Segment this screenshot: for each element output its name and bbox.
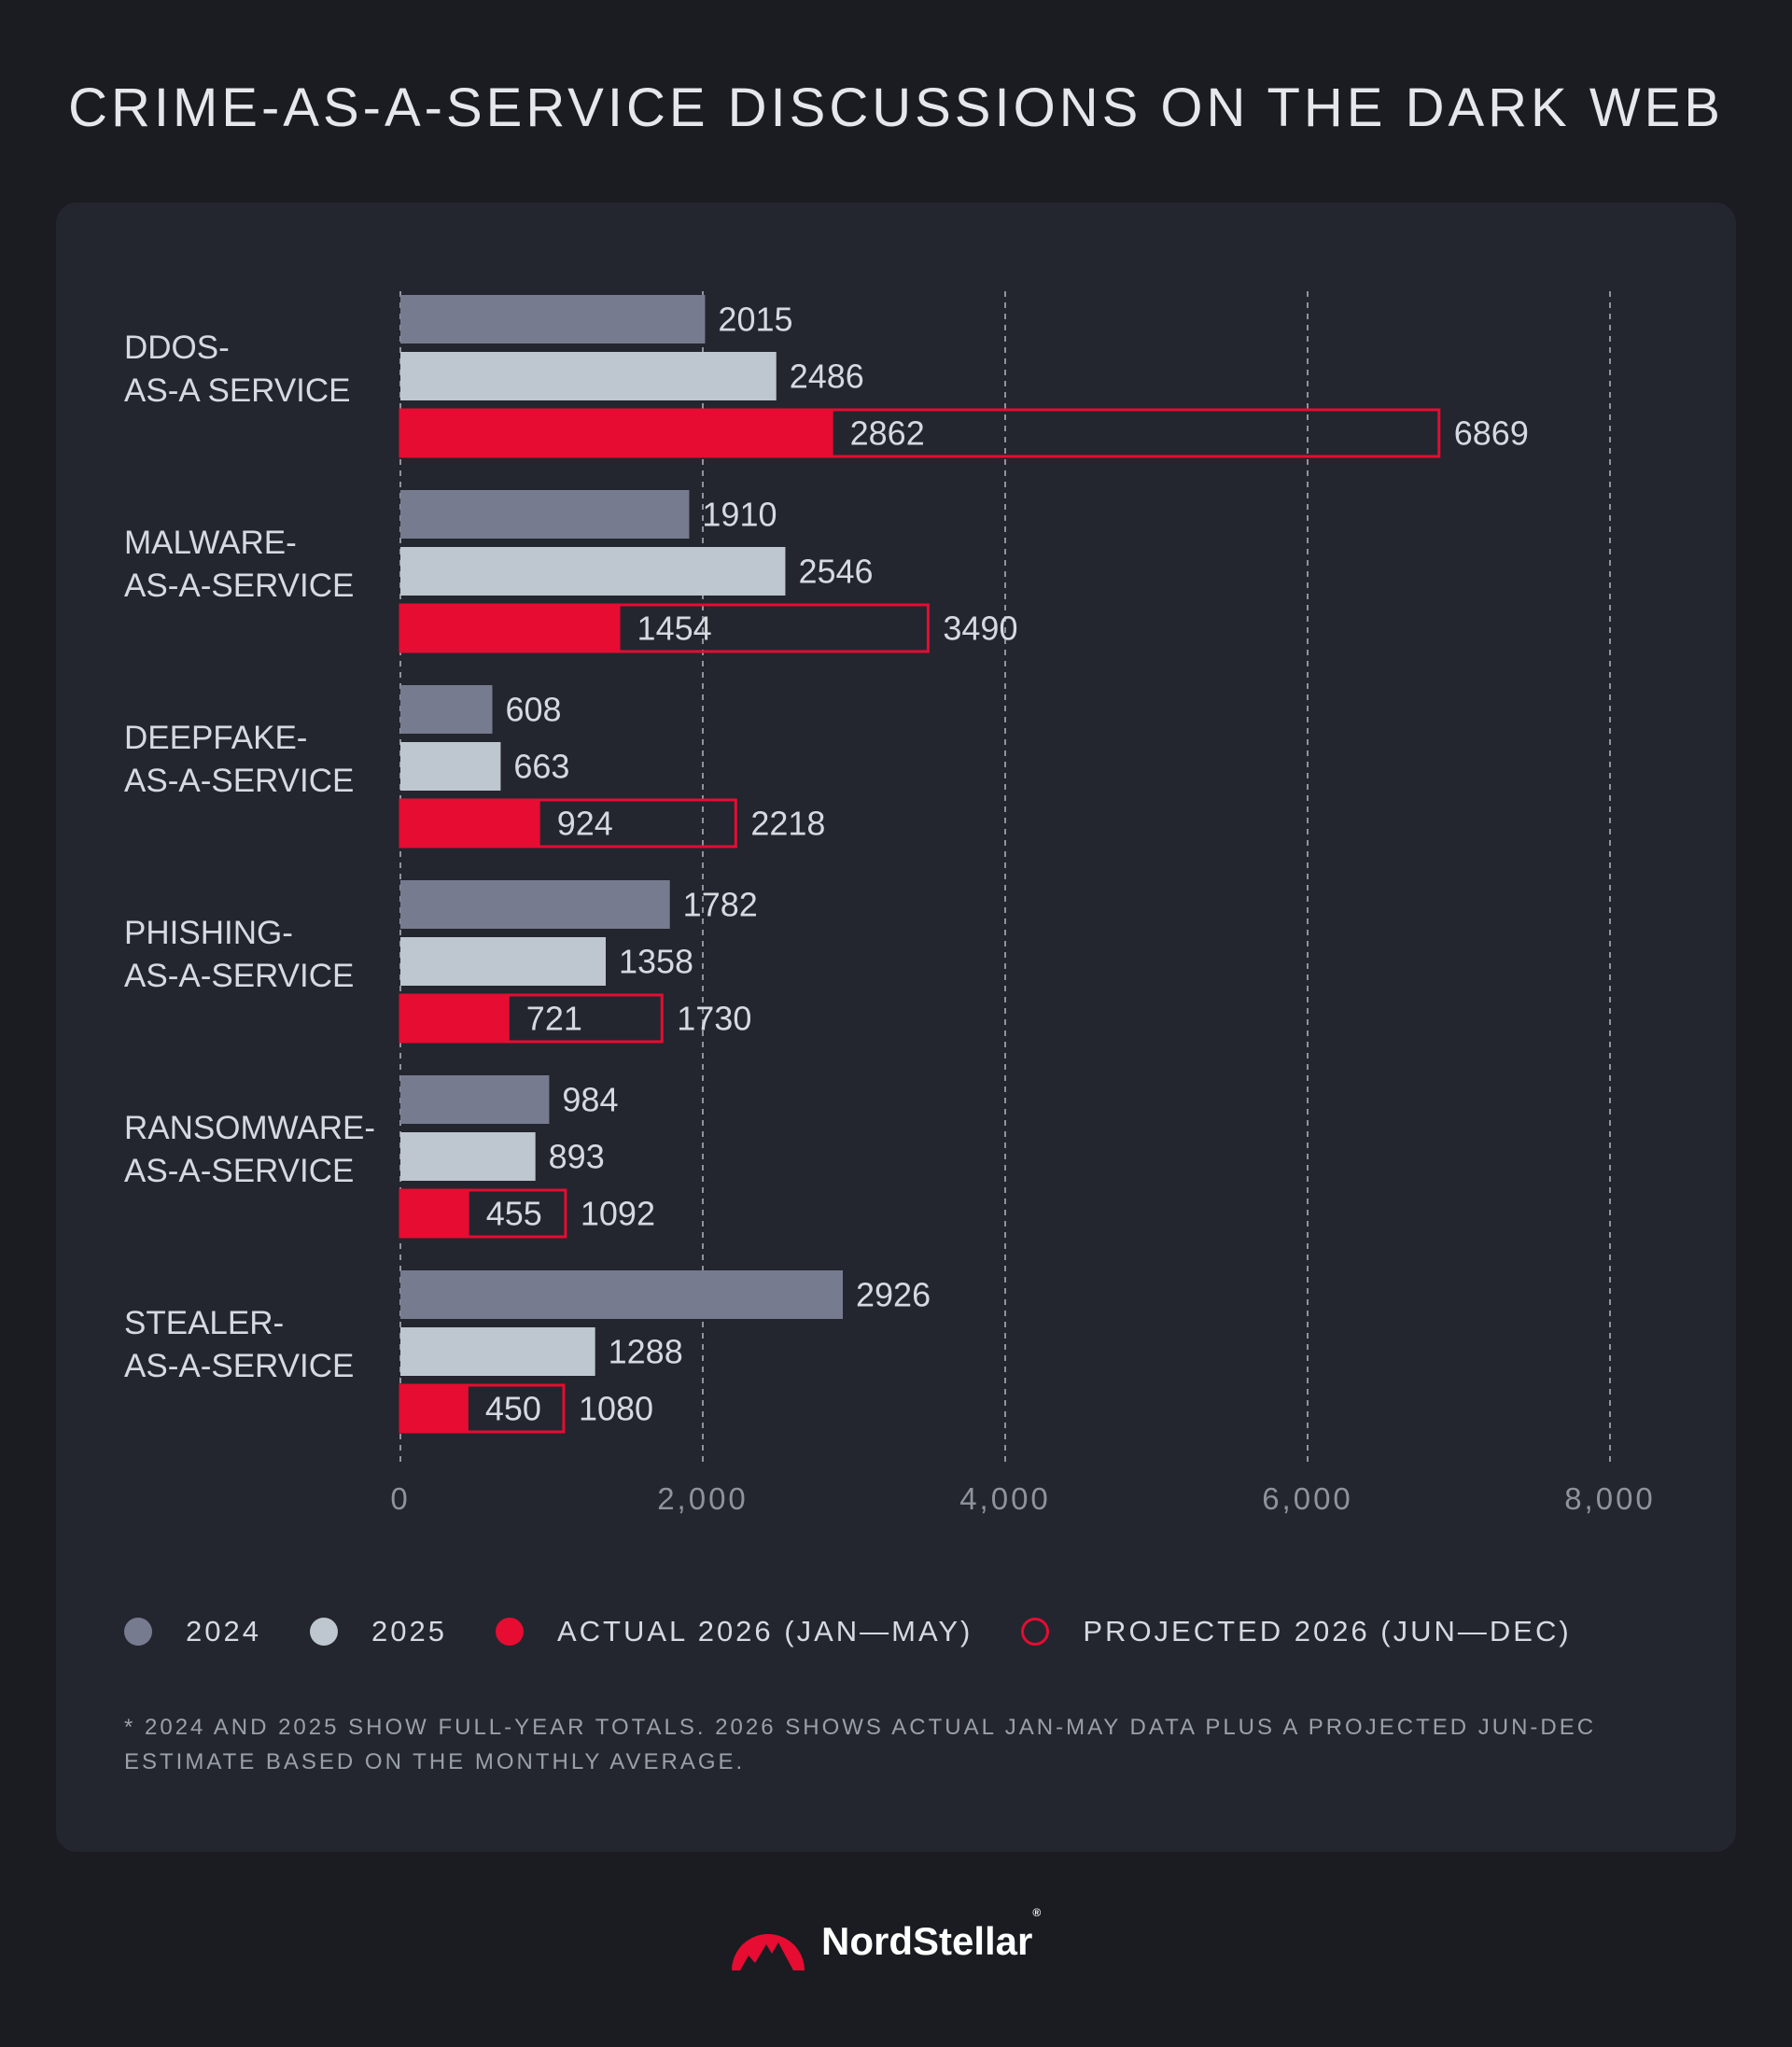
value-label-2024-5: 2926 bbox=[856, 1276, 931, 1314]
brand-name: NordStellar® bbox=[821, 1906, 1042, 1963]
bar-actual-2026-2 bbox=[400, 799, 540, 848]
category-label-3-0: PHISHING- bbox=[124, 915, 293, 951]
category-label-3-1: AS-A-SERVICE bbox=[124, 958, 354, 994]
brand-registered-mark: ® bbox=[1032, 1906, 1042, 1919]
category-label-2-1: AS-A-SERVICE bbox=[124, 763, 354, 799]
value-label-actual-2026-0: 2862 bbox=[850, 414, 925, 453]
category-label-5-0: STEALER- bbox=[124, 1305, 284, 1341]
legend-dot-projected-2026 bbox=[1021, 1618, 1050, 1646]
value-label-projected-2026-4: 1092 bbox=[581, 1195, 655, 1233]
bar-chart: 0 2,000 4,000 6,000 8,000 DDOS- AS-A SERVICE 20… bbox=[124, 291, 1656, 1516]
legend-label-actual-2026: ACTUAL 2026 (JAN—MAY) bbox=[556, 1615, 973, 1647]
value-label-projected-2026-0: 6869 bbox=[1454, 414, 1529, 453]
bar-actual-2026-1 bbox=[400, 604, 621, 652]
legend-label-projected-2026: PROJECTED 2026 (JUN—DEC) bbox=[1083, 1615, 1572, 1647]
bar-2025-1 bbox=[400, 547, 786, 596]
category-label-2-0: DEEPFAKE- bbox=[124, 720, 307, 756]
brand-logo: NordStellar® bbox=[728, 1904, 1041, 1979]
bar-actual-2026-3 bbox=[400, 994, 510, 1043]
bar-2025-4 bbox=[400, 1132, 536, 1181]
value-label-2025-3: 1358 bbox=[619, 943, 693, 981]
legend-dot-actual-2026 bbox=[495, 1618, 524, 1646]
value-label-2025-4: 893 bbox=[549, 1138, 605, 1176]
value-label-2024-0: 2015 bbox=[718, 301, 792, 339]
value-label-projected-2026-2: 2218 bbox=[750, 805, 825, 843]
value-label-2025-5: 1288 bbox=[609, 1333, 683, 1371]
bar-2024-3 bbox=[400, 880, 670, 929]
mountain-logo-icon bbox=[732, 1934, 805, 1970]
value-label-2025-0: 2486 bbox=[790, 358, 864, 396]
bar-2025-2 bbox=[400, 742, 501, 791]
value-label-2024-3: 1782 bbox=[683, 886, 758, 924]
category-label-1-0: MALWARE- bbox=[124, 525, 297, 561]
chart-title: CRIME-AS-A-SERVICE DISCUSSIONS ON THE DA… bbox=[68, 77, 1724, 138]
legend-item-2025: 2025 bbox=[309, 1615, 447, 1648]
value-label-actual-2026-1: 1454 bbox=[637, 610, 712, 648]
value-label-2025-2: 663 bbox=[513, 748, 569, 786]
bar-2025-0 bbox=[400, 352, 777, 400]
value-label-actual-2026-3: 721 bbox=[526, 1000, 582, 1038]
category-label-4-1: AS-A-SERVICE bbox=[124, 1153, 354, 1189]
bar-2024-1 bbox=[400, 490, 690, 539]
category-label-0-0: DDOS- bbox=[124, 329, 230, 366]
value-label-projected-2026-5: 1080 bbox=[579, 1390, 653, 1428]
value-label-projected-2026-1: 3490 bbox=[943, 610, 1017, 648]
bar-2024-4 bbox=[400, 1075, 550, 1124]
bar-2024-2 bbox=[400, 685, 493, 734]
legend-item-2024: 2024 bbox=[124, 1615, 261, 1648]
bar-actual-2026-0 bbox=[400, 409, 833, 457]
legend-label-2024: 2024 bbox=[186, 1615, 261, 1647]
legend-label-2025: 2025 bbox=[371, 1615, 447, 1647]
legend: 2024 2025 ACTUAL 2026 (JAN—MAY) PROJECTE… bbox=[124, 1613, 1620, 1650]
legend-dot-2024 bbox=[124, 1618, 152, 1646]
bar-2025-3 bbox=[400, 937, 606, 986]
category-label-1-1: AS-A-SERVICE bbox=[124, 568, 354, 604]
category-label-5-1: AS-A-SERVICE bbox=[124, 1348, 354, 1384]
x-tick-label-2: 4,000 bbox=[959, 1481, 1051, 1516]
value-label-2024-2: 608 bbox=[505, 691, 561, 729]
legend-item-actual-2026: ACTUAL 2026 (JAN—MAY) bbox=[495, 1615, 973, 1648]
bar-actual-2026-4 bbox=[400, 1189, 469, 1238]
value-label-actual-2026-5: 450 bbox=[485, 1390, 541, 1428]
value-label-2024-4: 984 bbox=[562, 1081, 618, 1119]
legend-dot-2025 bbox=[309, 1618, 338, 1646]
value-label-2024-1: 1910 bbox=[702, 496, 777, 534]
bar-2024-5 bbox=[400, 1270, 844, 1319]
bar-2025-5 bbox=[400, 1327, 595, 1376]
bar-actual-2026-5 bbox=[400, 1384, 469, 1433]
value-label-actual-2026-2: 924 bbox=[557, 805, 613, 843]
x-tick-label-1: 2,000 bbox=[657, 1481, 749, 1516]
legend-item-projected-2026: PROJECTED 2026 (JUN—DEC) bbox=[1021, 1615, 1571, 1648]
category-label-0-1: AS-A SERVICE bbox=[124, 372, 351, 409]
value-label-actual-2026-4: 455 bbox=[486, 1195, 542, 1233]
x-tick-label-4: 8,000 bbox=[1564, 1481, 1656, 1516]
category-label-4-0: RANSOMWARE- bbox=[124, 1110, 375, 1146]
value-label-2025-1: 2546 bbox=[798, 553, 873, 591]
chart-panel: 0 2,000 4,000 6,000 8,000 DDOS- AS-A SERVICE 20… bbox=[56, 203, 1736, 1852]
footnote: * 2024 AND 2025 SHOW FULL-YEAR TOTALS. 2… bbox=[124, 1715, 1597, 1774]
value-label-projected-2026-3: 1730 bbox=[677, 1000, 751, 1038]
x-tick-label-0: 0 bbox=[390, 1481, 410, 1516]
x-tick-label-3: 6,000 bbox=[1262, 1481, 1353, 1516]
bar-2024-0 bbox=[400, 295, 706, 344]
